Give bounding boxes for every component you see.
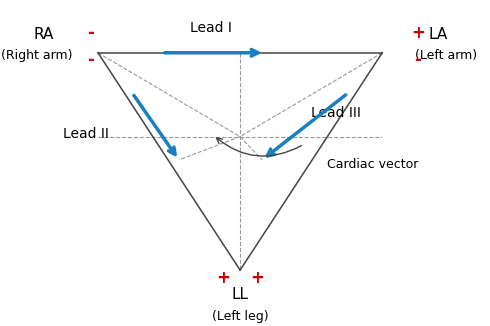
- Text: Lead II: Lead II: [63, 126, 109, 141]
- Text: -: -: [87, 23, 94, 42]
- Text: (Left arm): (Left arm): [415, 49, 477, 62]
- Text: +: +: [411, 23, 425, 42]
- Text: +: +: [250, 269, 264, 287]
- Text: Lead III: Lead III: [311, 106, 361, 120]
- Text: -: -: [87, 51, 94, 68]
- Text: Lead I: Lead I: [190, 21, 232, 35]
- Text: -: -: [415, 51, 421, 68]
- Text: LA: LA: [429, 27, 448, 42]
- Text: LL: LL: [232, 288, 248, 303]
- Text: +: +: [216, 269, 230, 287]
- Text: Cardiac vector: Cardiac vector: [327, 158, 418, 171]
- Text: RA: RA: [34, 27, 54, 42]
- Text: (Left leg): (Left leg): [212, 310, 269, 323]
- Text: (Right arm): (Right arm): [1, 49, 73, 62]
